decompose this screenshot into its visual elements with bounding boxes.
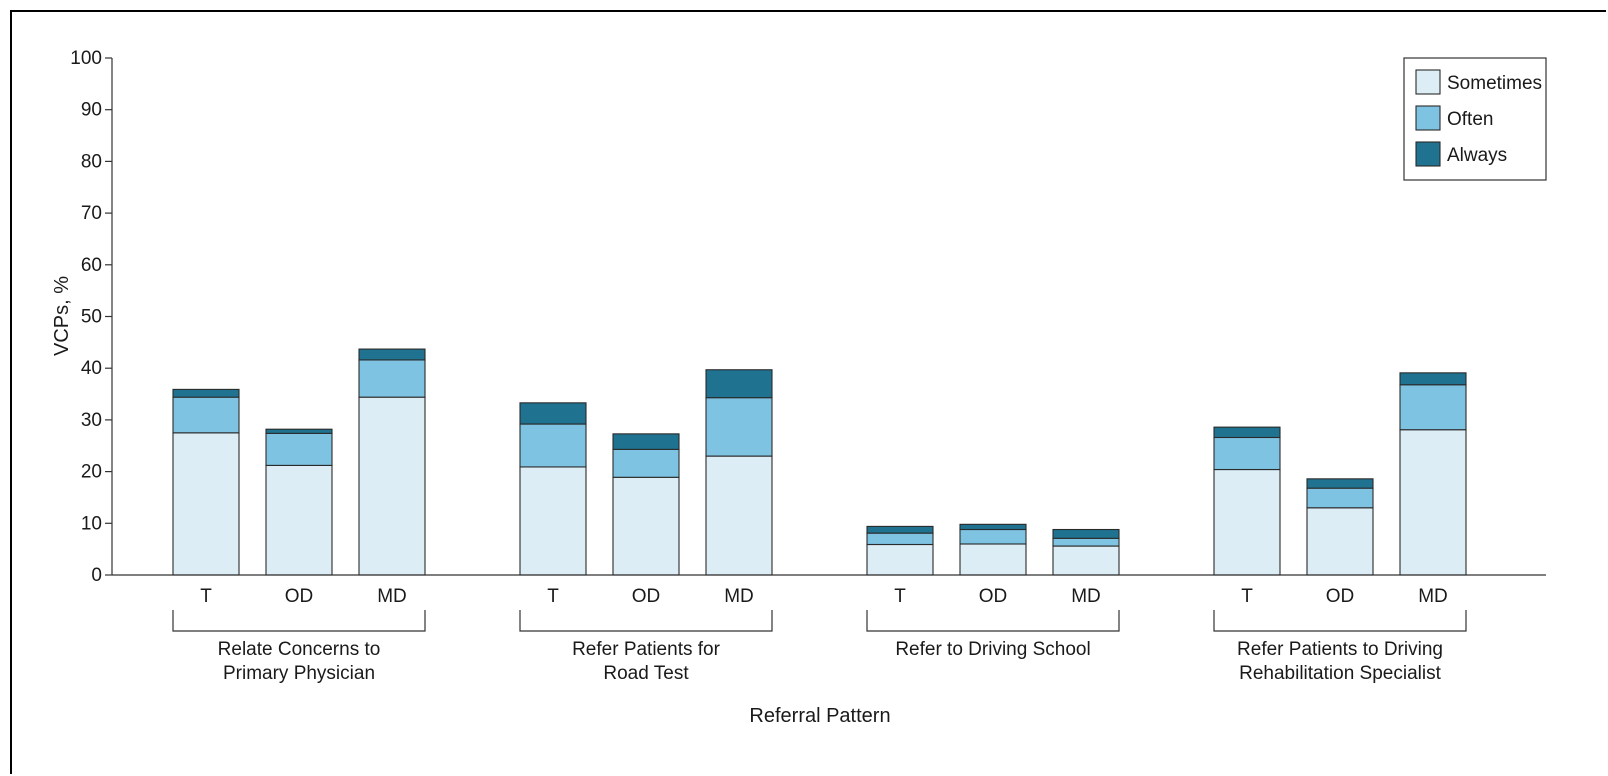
y-tick-label: 30 xyxy=(81,410,102,431)
y-axis-label: VCPs, % xyxy=(51,276,73,356)
bar-segment-sometimes xyxy=(1213,468,1281,576)
group-label: Relate Concerns to xyxy=(218,639,381,660)
group-bracket xyxy=(1213,610,1467,632)
x-tick-label: MD xyxy=(1418,586,1448,607)
x-tick-label: T xyxy=(200,586,212,607)
legend-label: Often xyxy=(1447,109,1493,130)
bar-segment-often xyxy=(1052,537,1120,547)
bar-segment-often xyxy=(265,432,333,466)
bar-segment-always xyxy=(612,433,680,450)
x-axis: T OD MD T OD MD T OD MD T OD MD xyxy=(112,574,1546,607)
x-tick-label: T xyxy=(1241,586,1253,607)
y-tick-label: 0 xyxy=(91,565,102,586)
y-tick-label: 50 xyxy=(81,307,102,328)
bar-segment-always xyxy=(1306,478,1374,489)
bar-segment-often xyxy=(1399,384,1467,431)
bar-segment-sometimes xyxy=(1399,429,1467,576)
bar-segment-often xyxy=(612,448,680,478)
bar-segment-often xyxy=(1306,487,1374,509)
legend-label: Sometimes xyxy=(1447,73,1542,94)
x-tick-label: MD xyxy=(724,586,754,607)
y-tick-label: 40 xyxy=(81,358,102,379)
bar-segment-often xyxy=(519,423,587,468)
bar-segment-always xyxy=(1399,372,1467,386)
bar-segment-always xyxy=(172,388,240,398)
legend-swatch xyxy=(1415,141,1441,167)
group-bracket xyxy=(172,610,426,632)
legend-swatch xyxy=(1415,105,1441,131)
bar-segment-often xyxy=(172,396,240,434)
group-label: Refer Patients for xyxy=(572,639,721,660)
bar-segment-often xyxy=(358,359,426,398)
x-tick-label: T xyxy=(894,586,906,607)
bar-segment-always xyxy=(705,369,773,399)
y-tick-label: 70 xyxy=(81,203,102,224)
y-axis: 0 10 20 30 40 50 60 70 80 90 100 xyxy=(70,48,113,586)
bar-segment-sometimes xyxy=(358,396,426,576)
group-labels: Relate Concerns to Primary Physician Refer… xyxy=(172,610,1467,684)
x-tick-label: MD xyxy=(377,586,407,607)
bar-segment-always xyxy=(1052,528,1120,539)
group-bracket xyxy=(519,610,773,632)
bar-segment-sometimes xyxy=(959,543,1027,576)
figure-frame xyxy=(10,10,1606,774)
group-label: Refer Patients to Driving xyxy=(1237,639,1443,660)
bar-segment-always xyxy=(358,348,426,361)
x-tick-label: MD xyxy=(1071,586,1101,607)
x-axis-label: Referral Pattern xyxy=(749,705,890,727)
legend-swatch xyxy=(1415,69,1441,95)
legend-label: Always xyxy=(1447,145,1507,166)
bar-segment-sometimes xyxy=(265,464,333,576)
bar-segment-often xyxy=(959,528,1027,545)
bar-segment-sometimes xyxy=(172,432,240,576)
y-tick-label: 90 xyxy=(81,100,102,121)
x-tick-label: OD xyxy=(285,586,314,607)
bar-segment-sometimes xyxy=(866,543,934,576)
bar-segment-always xyxy=(866,525,934,534)
bar-segment-always xyxy=(1213,426,1281,439)
bars xyxy=(172,348,1467,576)
bar-segment-sometimes xyxy=(705,455,773,576)
bar-segment-often xyxy=(705,397,773,457)
x-tick-label: OD xyxy=(979,586,1008,607)
bar-segment-often xyxy=(1213,436,1281,471)
y-tick-label: 80 xyxy=(81,151,102,172)
group-label: Rehabilitation Specialist xyxy=(1239,663,1441,684)
y-tick-label: 100 xyxy=(70,48,102,69)
y-tick-label: 20 xyxy=(81,462,102,483)
bar-segment-sometimes xyxy=(1052,545,1120,576)
x-tick-label: T xyxy=(547,586,559,607)
x-tick-label: OD xyxy=(632,586,661,607)
legend: Sometimes Often Always xyxy=(1403,57,1547,181)
bar-segment-always xyxy=(519,402,587,425)
group-label: Refer to Driving School xyxy=(895,639,1090,660)
bar-segment-often xyxy=(866,532,934,546)
bar-segment-always xyxy=(959,523,1027,531)
bar-segment-sometimes xyxy=(612,476,680,576)
bar-segment-sometimes xyxy=(519,466,587,576)
bar-segment-always xyxy=(265,428,333,434)
group-bracket xyxy=(866,610,1120,632)
bar-segment-sometimes xyxy=(1306,507,1374,576)
y-tick-label: 10 xyxy=(81,513,102,534)
x-tick-label: OD xyxy=(1326,586,1355,607)
group-label: Primary Physician xyxy=(223,663,375,684)
y-tick-label: 60 xyxy=(81,255,102,276)
group-label: Road Test xyxy=(603,663,689,684)
